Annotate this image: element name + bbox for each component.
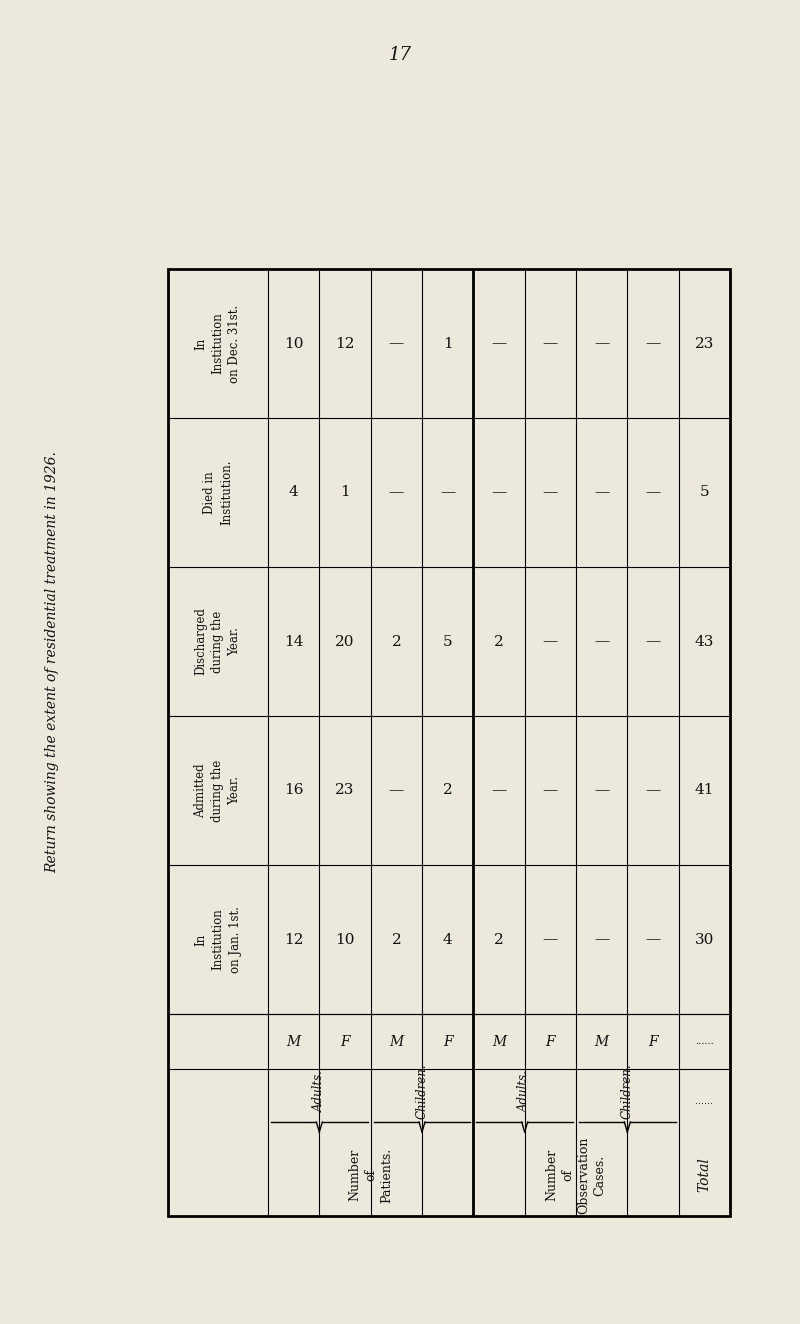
Text: 2: 2 [391, 932, 402, 947]
Text: M: M [492, 1034, 506, 1049]
Text: 20: 20 [335, 634, 354, 649]
Text: —: — [646, 634, 661, 649]
Text: 23: 23 [694, 336, 714, 351]
Text: 2: 2 [494, 932, 504, 947]
Text: 16: 16 [284, 784, 303, 797]
Text: Admitted
during the
Year.: Admitted during the Year. [194, 760, 242, 822]
Text: —: — [594, 336, 610, 351]
Text: —: — [542, 336, 558, 351]
Text: 10: 10 [284, 336, 303, 351]
Text: 14: 14 [284, 634, 303, 649]
Text: 23: 23 [335, 784, 354, 797]
Text: 12: 12 [284, 932, 303, 947]
Text: 2: 2 [442, 784, 453, 797]
Text: 5: 5 [699, 486, 709, 499]
Text: —: — [646, 784, 661, 797]
Text: 17: 17 [389, 46, 411, 64]
Text: 5: 5 [443, 634, 453, 649]
Text: Adults.: Adults. [313, 1071, 326, 1112]
Text: Return showing the extent of residential treatment in 1926.: Return showing the extent of residential… [45, 451, 59, 873]
Text: —: — [389, 486, 404, 499]
Text: —: — [542, 784, 558, 797]
Text: —: — [542, 634, 558, 649]
Text: —: — [646, 486, 661, 499]
Text: —: — [491, 336, 506, 351]
Text: —: — [646, 336, 661, 351]
Bar [168, 269, 730, 1215]
Text: 1: 1 [442, 336, 453, 351]
Text: F: F [546, 1034, 555, 1049]
Text: M: M [390, 1034, 403, 1049]
Text: ......: ...... [695, 1096, 714, 1107]
Text: —: — [491, 784, 506, 797]
Text: Died in
Institution.: Died in Institution. [203, 459, 233, 526]
Text: Discharged
during the
Year.: Discharged during the Year. [194, 608, 242, 675]
Text: 2: 2 [494, 634, 504, 649]
Text: —: — [491, 486, 506, 499]
Text: —: — [542, 932, 558, 947]
Text: —: — [646, 932, 661, 947]
Text: 12: 12 [335, 336, 354, 351]
Text: 1: 1 [340, 486, 350, 499]
Text: 4: 4 [289, 486, 298, 499]
Text: ......: ...... [695, 1037, 714, 1046]
Text: M: M [594, 1034, 609, 1049]
Text: Children.: Children. [621, 1063, 634, 1119]
Text: In
Institution
on Dec. 31st.: In Institution on Dec. 31st. [194, 305, 242, 383]
Text: Children.: Children. [415, 1063, 429, 1119]
Text: —: — [594, 634, 610, 649]
Text: F: F [340, 1034, 350, 1049]
Text: Number
of
Observation
Cases.: Number of Observation Cases. [546, 1136, 606, 1214]
Text: —: — [389, 784, 404, 797]
Text: 41: 41 [694, 784, 714, 797]
Text: M: M [286, 1034, 301, 1049]
Text: F: F [443, 1034, 453, 1049]
Text: 10: 10 [335, 932, 354, 947]
Text: F: F [648, 1034, 658, 1049]
Text: Adults.: Adults. [518, 1071, 531, 1112]
Text: —: — [542, 486, 558, 499]
Text: 30: 30 [694, 932, 714, 947]
Text: In
Institution
on Jan. 1st.: In Institution on Jan. 1st. [194, 906, 242, 973]
Text: —: — [389, 336, 404, 351]
Text: 4: 4 [442, 932, 453, 947]
Text: —: — [594, 486, 610, 499]
Text: Total: Total [698, 1157, 711, 1193]
Text: 43: 43 [694, 634, 714, 649]
Text: Number
of
Patients.: Number of Patients. [348, 1148, 393, 1202]
Text: 2: 2 [391, 634, 402, 649]
Text: —: — [594, 932, 610, 947]
Text: —: — [594, 784, 610, 797]
Text: —: — [440, 486, 455, 499]
